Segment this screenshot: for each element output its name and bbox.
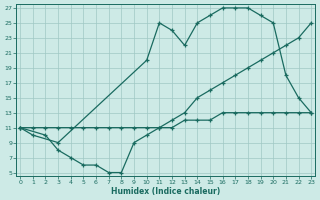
X-axis label: Humidex (Indice chaleur): Humidex (Indice chaleur): [111, 187, 220, 196]
